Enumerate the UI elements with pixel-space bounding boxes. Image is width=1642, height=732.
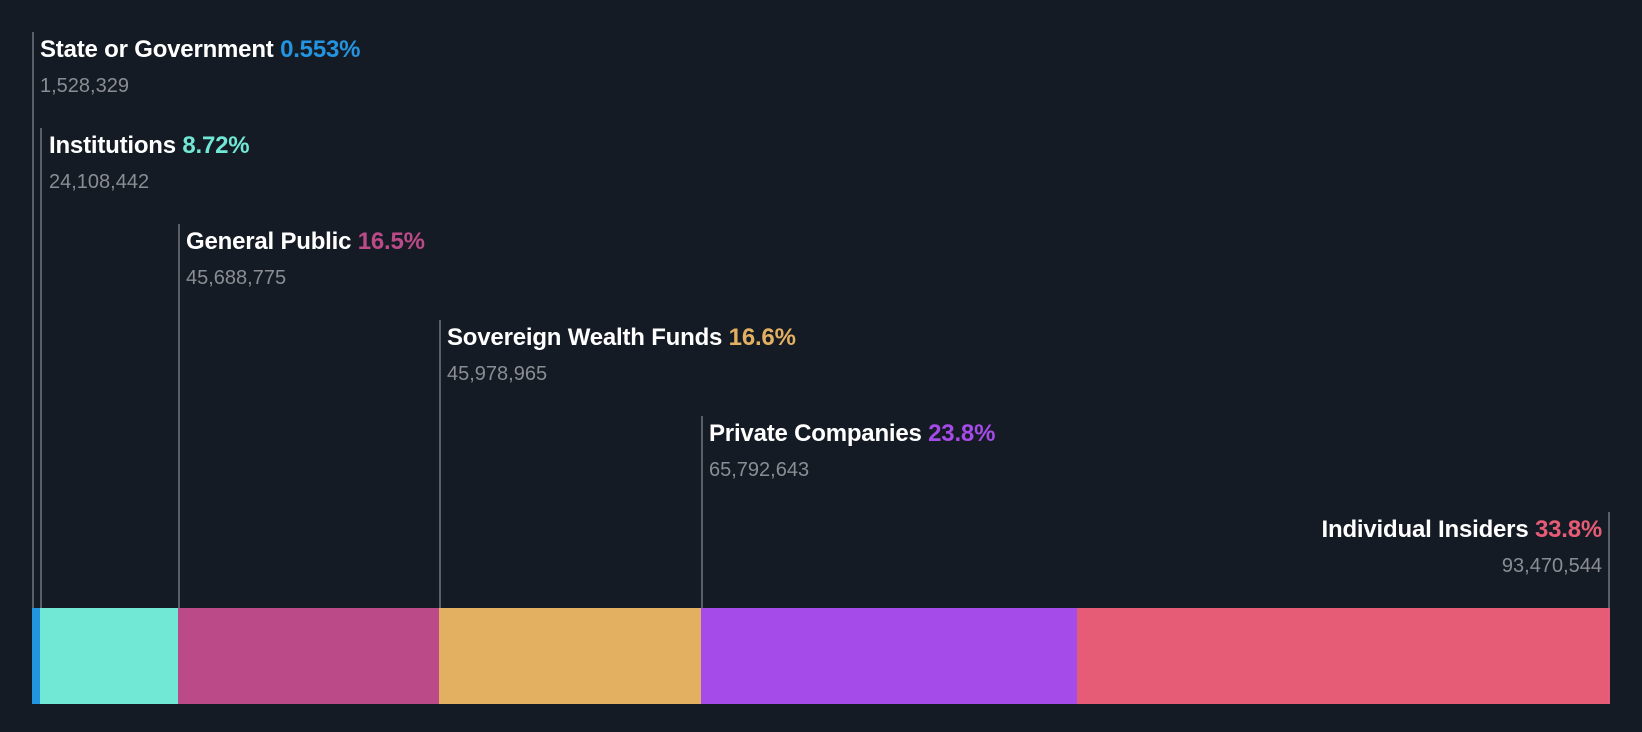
bar-segment-private-companies[interactable] — [701, 608, 1077, 704]
segment-share-count: 24,108,442 — [49, 171, 150, 193]
segment-name: State or Government — [40, 36, 274, 63]
segment-name: General Public — [186, 228, 352, 255]
segment-name: Institutions — [49, 132, 176, 159]
segment-percent: 23.8% — [928, 420, 996, 447]
segment-percent: 16.6% — [728, 324, 796, 351]
label-institutions: Institutions 8.72% 24,108,442 — [49, 132, 250, 194]
leader-line-state-or-government — [32, 32, 34, 608]
segment-name: Individual Insiders — [1321, 516, 1529, 543]
label-sovereign-wealth-funds: Sovereign Wealth Funds 16.6% 45,978,965 — [447, 324, 796, 386]
bar-segment-individual-insiders[interactable] — [1077, 608, 1610, 704]
label-individual-insiders: Individual Insiders 33.8% 93,470,544 — [1321, 516, 1603, 578]
segment-percent: 8.72% — [182, 132, 250, 159]
segment-percent: 33.8% — [1534, 516, 1602, 543]
bar-segment-general-public[interactable] — [178, 608, 439, 704]
bar-segment-sovereign-wealth-funds[interactable] — [439, 608, 701, 704]
leader-line-sovereign-wealth-funds — [439, 320, 441, 608]
leader-line-private-companies — [701, 416, 703, 608]
segment-share-count: 45,978,965 — [447, 363, 548, 385]
label-private-companies: Private Companies 23.8% 65,792,643 — [709, 420, 995, 482]
segment-share-count: 1,528,329 — [40, 75, 129, 97]
leader-line-institutions — [40, 128, 42, 608]
segment-share-count: 45,688,775 — [186, 267, 287, 289]
leader-line-individual-insiders — [1608, 512, 1610, 608]
label-state-or-government: State or Government 0.553% 1,528,329 — [40, 36, 360, 98]
segment-share-count: 93,470,544 — [1501, 555, 1602, 577]
segment-percent: 0.553% — [280, 36, 361, 63]
segment-name: Private Companies — [709, 420, 922, 447]
bar-segment-state-or-government[interactable] — [32, 608, 40, 704]
bar-segment-institutions[interactable] — [40, 608, 178, 704]
segment-share-count: 65,792,643 — [709, 459, 810, 481]
segment-name: Sovereign Wealth Funds — [447, 324, 723, 351]
leader-line-general-public — [178, 224, 180, 608]
segment-percent: 16.5% — [357, 228, 425, 255]
label-general-public: General Public 16.5% 45,688,775 — [186, 228, 425, 290]
